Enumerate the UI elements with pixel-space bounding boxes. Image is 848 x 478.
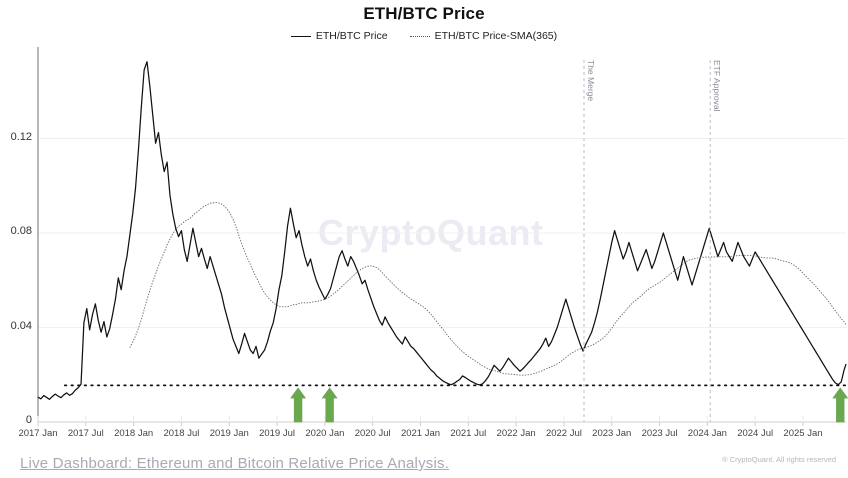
series-line-price [37,61,847,400]
arrow-up-icon [290,387,307,423]
watermark: CryptoQuant [318,212,544,253]
legend-swatch-solid-icon [290,35,311,37]
legend-item-price[interactable]: ETH/BTC Price [290,30,388,42]
x-axis-tick-label: 2022 Jul [545,428,582,439]
x-axis-tick-label: 2018 Jul [163,428,200,439]
legend-item-sma[interactable]: ETH/BTC Price-SMA(365) [409,30,558,42]
chart-legend: ETH/BTC Price ETH/BTC Price-SMA(365) [0,30,848,42]
y-axis-tick-label: 0 [25,414,32,426]
x-axis-tick-label: 2021 Jul [450,428,487,439]
x-axis-tick-label: 2023 Jan [592,428,632,439]
x-axis-tick-label: 2017 Jan [18,428,58,439]
legend-label-sma: ETH/BTC Price-SMA(365) [434,30,558,42]
page-title: ETH/BTC Price [363,4,485,23]
x-axis-tick-label: 2020 Jan [305,428,345,439]
y-axis-tick-label: 0.04 [10,319,32,332]
x-axis-tick-label: 2021 Jan [400,428,441,439]
event-label: ETF Approval [712,60,723,112]
y-axis-tick-label: 0.08 [10,225,32,237]
x-axis-tick-label: 2019 Jan [209,428,249,439]
x-axis-tick-label: 2025 Jan [783,428,823,439]
x-axis-tick-label: 2024 Jul [737,428,774,439]
arrow-up-icon [321,387,338,423]
x-axis-tick-label: 2017 Jul [67,428,104,439]
x-axis-tick-label: 2019 Jul [259,428,296,439]
x-axis-tick-label: 2018 Jan [114,428,154,439]
arrow-up-icon [832,387,848,423]
x-axis-tick-label: 2020 Jul [354,428,391,439]
copyright-text: ® CryptoQuant. All rights reserved [722,455,836,464]
x-axis-tick-label: 2024 Jan [687,428,727,439]
event-label: The Merge [585,60,596,102]
y-axis-tick-label: 0.12 [10,130,32,143]
legend-swatch-dotted-icon [409,35,430,37]
live-dashboard-link[interactable]: Live Dashboard: Ethereum and Bitcoin Rel… [20,455,450,472]
x-axis-tick-label: 2023 Jul [641,428,678,439]
x-axis-tick-label: 2022 Jan [496,428,536,439]
legend-label-price: ETH/BTC Price [315,30,388,42]
